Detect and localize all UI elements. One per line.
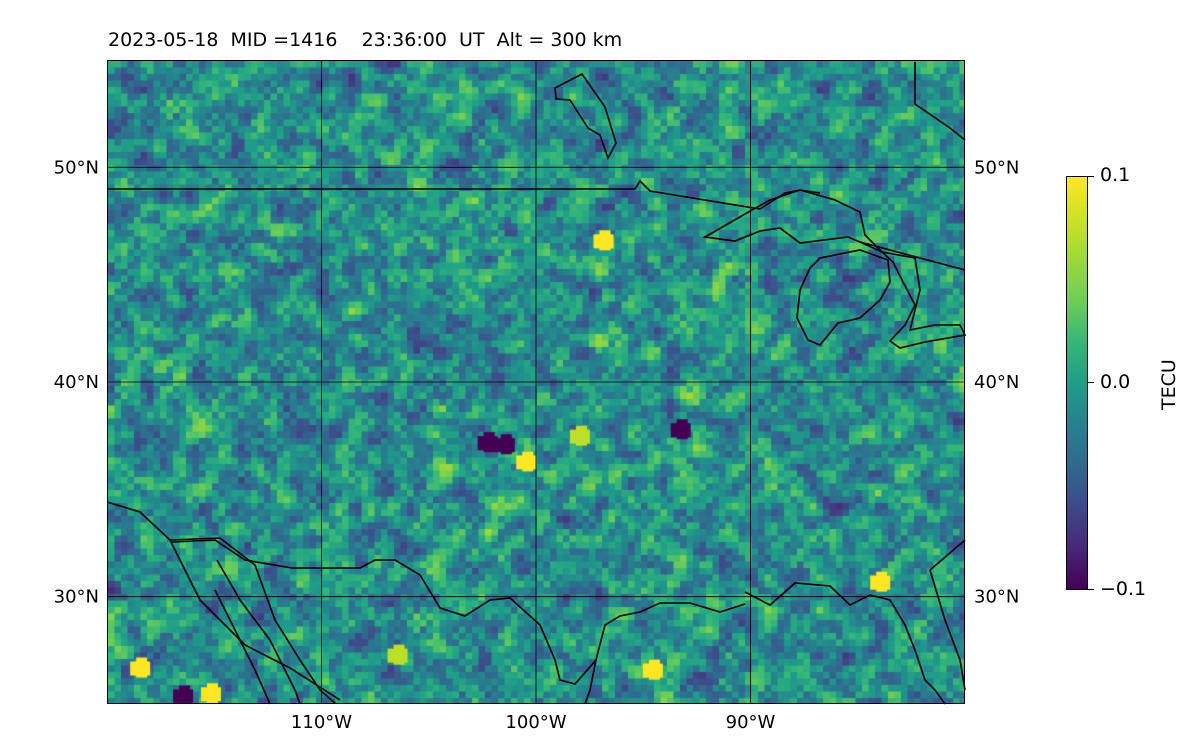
lake-superior bbox=[702, 189, 883, 253]
florida-atlantic bbox=[929, 539, 966, 571]
gridlines bbox=[107, 60, 965, 704]
colorbar-label-min: −0.1 bbox=[1100, 578, 1147, 600]
hudson-bay-east bbox=[914, 62, 966, 141]
us-canada-border bbox=[107, 179, 821, 210]
y-tick-label-left: 40°N bbox=[54, 372, 99, 393]
lake-huron-erie bbox=[879, 250, 967, 349]
baja-california bbox=[169, 537, 336, 704]
y-tick-label-right: 30°N bbox=[974, 587, 1019, 608]
chart-title: 2023-05-18 MID =1416 23:36:00 UT Alt = 3… bbox=[108, 29, 623, 51]
us-mexico-border bbox=[171, 539, 746, 685]
x-tick-label: 110°W bbox=[291, 712, 352, 733]
pacific-coast bbox=[106, 501, 341, 701]
y-tick-label-right: 40°N bbox=[974, 372, 1019, 393]
colorbar-tick-min bbox=[1088, 589, 1094, 591]
y-tick-label-right: 50°N bbox=[974, 157, 1019, 178]
x-axis-ticks: 110°W 100°W 90°W bbox=[291, 712, 776, 733]
colorbar-title: TECU bbox=[1158, 359, 1180, 410]
y-tick-label-left: 50°N bbox=[54, 157, 99, 178]
gulf-coast-east bbox=[744, 582, 946, 705]
hudson-bay-coast bbox=[554, 72, 617, 160]
colorbar-label-max: 0.1 bbox=[1100, 164, 1131, 186]
y-axis-ticks: 30°N 30°N 40°N 40°N 50°N 50°N bbox=[54, 157, 1020, 607]
coastlines bbox=[106, 62, 967, 705]
sinaloa-coast bbox=[214, 589, 271, 705]
florida-peninsula bbox=[929, 569, 966, 691]
gulf-of-california bbox=[216, 559, 301, 705]
colorbar bbox=[1066, 176, 1088, 590]
gulf-coast-texas bbox=[584, 659, 597, 705]
colorbar-tick-max bbox=[1088, 176, 1094, 178]
colorbar-tick-zero bbox=[1088, 382, 1094, 384]
colorbar-label-zero: 0.0 bbox=[1100, 371, 1131, 393]
x-tick-label: 90°W bbox=[726, 712, 776, 733]
y-tick-label-left: 30°N bbox=[54, 587, 99, 608]
lake-michigan bbox=[796, 249, 891, 346]
ontario-border bbox=[859, 241, 966, 271]
x-tick-label: 100°W bbox=[505, 712, 566, 733]
